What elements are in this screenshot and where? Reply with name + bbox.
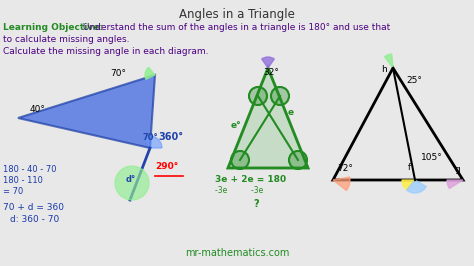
- Text: e°: e°: [231, 121, 242, 130]
- Text: 105°: 105°: [421, 153, 443, 162]
- Circle shape: [249, 87, 267, 105]
- Text: 70°: 70°: [143, 133, 159, 142]
- Text: 180 - 40 - 70: 180 - 40 - 70: [3, 165, 56, 174]
- Text: 290°: 290°: [155, 162, 178, 171]
- Text: -3e          -3e: -3e -3e: [215, 186, 263, 195]
- Text: 3e + 2e = 180: 3e + 2e = 180: [215, 175, 286, 184]
- Text: h: h: [381, 65, 387, 74]
- Text: 40°: 40°: [30, 105, 46, 114]
- Text: d: 360 - 70: d: 360 - 70: [10, 215, 59, 224]
- Text: 180 - 110: 180 - 110: [3, 176, 43, 185]
- Text: = 70: = 70: [3, 187, 23, 196]
- Wedge shape: [262, 57, 274, 68]
- Wedge shape: [145, 67, 155, 79]
- Text: 32°: 32°: [263, 68, 279, 77]
- Text: ?: ?: [253, 199, 259, 209]
- Wedge shape: [407, 180, 426, 193]
- Text: Calculate the missing angle in each diagram.: Calculate the missing angle in each diag…: [3, 47, 209, 56]
- Text: g: g: [455, 165, 461, 174]
- Circle shape: [115, 166, 149, 200]
- Text: to calculate missing angles.: to calculate missing angles.: [3, 35, 129, 44]
- Circle shape: [231, 151, 249, 169]
- Wedge shape: [402, 180, 415, 190]
- Wedge shape: [384, 54, 393, 68]
- Text: 360°: 360°: [158, 132, 183, 142]
- Text: Understand the sum of the angles in a triangle is 180° and use that: Understand the sum of the angles in a tr…: [80, 23, 390, 32]
- Circle shape: [289, 151, 307, 169]
- Text: d°: d°: [126, 175, 136, 184]
- Text: Learning Objective:: Learning Objective:: [3, 23, 103, 32]
- Text: 70°: 70°: [110, 69, 126, 78]
- Text: Angles in a Triangle: Angles in a Triangle: [179, 8, 295, 21]
- Text: 70 + d = 360: 70 + d = 360: [3, 203, 64, 212]
- Polygon shape: [18, 75, 155, 148]
- Circle shape: [271, 87, 289, 105]
- Wedge shape: [447, 180, 463, 189]
- Text: 72°: 72°: [337, 164, 353, 173]
- Text: mr-mathematics.com: mr-mathematics.com: [185, 248, 289, 258]
- Text: e: e: [288, 108, 294, 117]
- Wedge shape: [146, 136, 162, 148]
- Text: f: f: [408, 163, 411, 172]
- Wedge shape: [333, 177, 350, 190]
- Text: 25°: 25°: [406, 76, 422, 85]
- Polygon shape: [228, 68, 308, 168]
